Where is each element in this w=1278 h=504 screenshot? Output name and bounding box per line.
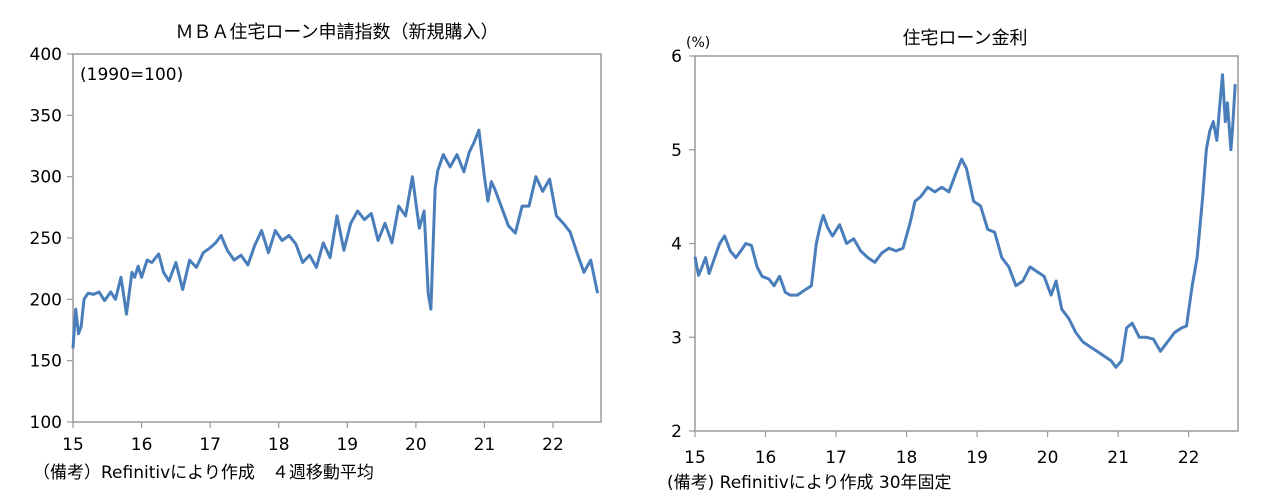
series-line xyxy=(693,73,1237,369)
source-note: (備考) Refinitivにより作成 30年固定 xyxy=(667,473,952,493)
x-tick-label: 18 xyxy=(268,435,290,455)
y-tick-label: 250 xyxy=(30,229,62,249)
x-tick-label: 15 xyxy=(684,448,706,468)
series-line xyxy=(71,128,600,349)
x-tick-label: 17 xyxy=(825,448,847,468)
x-tick-label: 16 xyxy=(131,435,153,455)
y-tick-label: 5 xyxy=(671,141,682,161)
x-tick-label: 19 xyxy=(336,435,358,455)
x-axis: 15 16 17 18 19 20 21 22 xyxy=(684,431,1199,468)
x-tick-label: 21 xyxy=(474,435,496,455)
x-tick-label: 20 xyxy=(405,435,427,455)
chart-title: ＭＢＡ住宅ローン申請指数（新規購入） xyxy=(175,22,498,43)
plot-area xyxy=(694,55,1239,432)
chart-title: 住宅ローン金利 xyxy=(902,28,1027,49)
x-tick-label: 21 xyxy=(1107,448,1129,468)
y-tick-label: 150 xyxy=(30,352,62,372)
x-tick-label: 19 xyxy=(966,448,988,468)
y-tick-label: 3 xyxy=(671,328,682,348)
y-axis: 2 3 4 5 6 xyxy=(671,47,695,442)
x-tick-label: 18 xyxy=(896,448,918,468)
x-tick-label: 22 xyxy=(1178,448,1200,468)
chart-mba-index: ＭＢＡ住宅ローン申請指数（新規購入） (1990=100) 100 150 200 2… xyxy=(30,22,602,483)
x-tick-label: 15 xyxy=(62,435,84,455)
y-tick-label: 6 xyxy=(671,47,682,67)
plot-area xyxy=(72,53,602,423)
y-tick-label: 350 xyxy=(30,106,62,126)
base-annotation: (1990=100) xyxy=(80,65,183,85)
x-tick-label: 20 xyxy=(1037,448,1059,468)
x-tick-label: 17 xyxy=(199,435,221,455)
y-tick-label: 4 xyxy=(671,235,682,255)
y-tick-label: 400 xyxy=(30,45,62,65)
unit-label: (%) xyxy=(686,35,710,51)
source-note: （備考）Refinitivにより作成 ４週移動平均 xyxy=(33,463,374,483)
y-axis: 100 150 200 250 300 350 400 xyxy=(30,45,73,433)
x-tick-label: 22 xyxy=(542,435,564,455)
y-tick-label: 2 xyxy=(671,422,682,442)
y-tick-label: 200 xyxy=(30,290,62,310)
x-axis: 15 16 17 18 19 20 21 22 xyxy=(62,422,564,455)
y-tick-label: 100 xyxy=(30,413,62,433)
y-tick-label: 300 xyxy=(30,168,62,188)
chart-mortgage-rate: 住宅ローン金利 (%) 2 3 4 5 6 15 16 17 18 19 20 21 22 (備考) … xyxy=(667,28,1239,493)
x-tick-label: 16 xyxy=(755,448,777,468)
